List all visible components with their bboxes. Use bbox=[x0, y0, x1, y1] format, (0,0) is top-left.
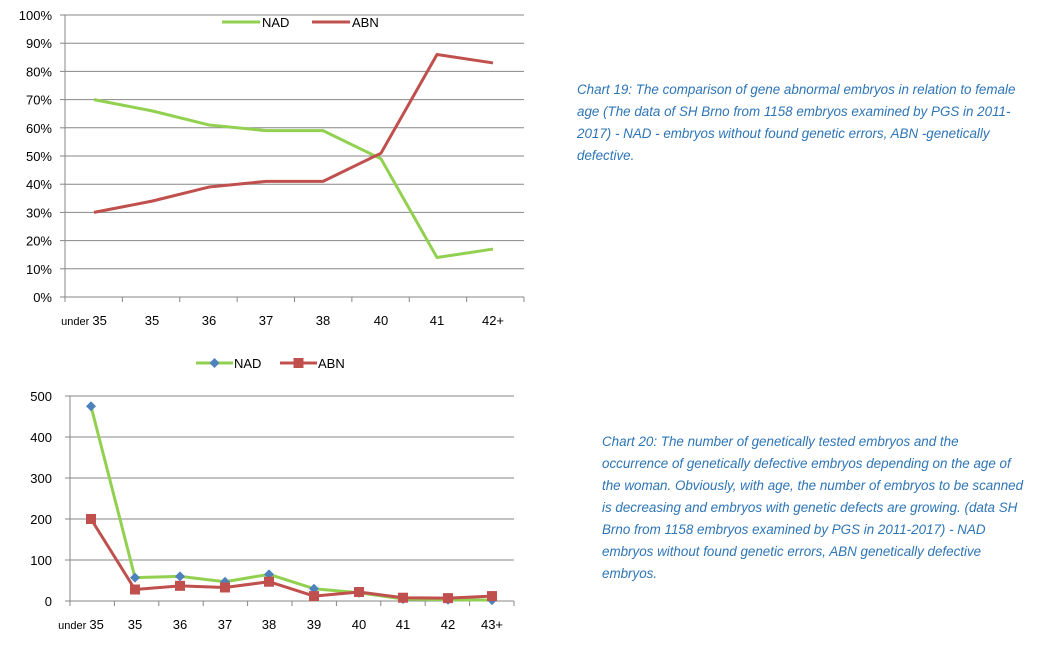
x-tick-label: 36 bbox=[173, 617, 187, 632]
x-tick-label: 36 bbox=[202, 313, 216, 328]
y-tick-label: 0% bbox=[33, 290, 52, 305]
data-point-nad bbox=[175, 571, 185, 582]
x-tick-label: 38 bbox=[262, 617, 276, 632]
x-tick-label: 40 bbox=[352, 617, 366, 632]
data-point-abn bbox=[175, 580, 185, 591]
x-tick-label: 40 bbox=[374, 313, 388, 328]
y-tick-label: 100% bbox=[19, 8, 53, 23]
legend-label-nad: NAD bbox=[262, 15, 289, 30]
chart-1: 0% 10% 20% 30% 40% 50% 60% 70% 80% 90% 100% under 3… bbox=[19, 8, 525, 328]
data-point-abn bbox=[487, 591, 497, 602]
data-point-abn bbox=[309, 591, 319, 602]
legend-label-abn: ABN bbox=[318, 356, 345, 371]
y-tick-label: 40% bbox=[26, 177, 52, 192]
series-line-abn bbox=[89, 518, 493, 600]
legend-label-nad: NAD bbox=[234, 356, 261, 371]
y-tick-label: 60% bbox=[26, 121, 52, 136]
x-tick-label: 38 bbox=[316, 313, 330, 328]
x-tick-label: under 35 bbox=[61, 313, 107, 328]
data-point-abn bbox=[264, 576, 274, 587]
x-tick-label: under 35 bbox=[58, 617, 104, 632]
y-tick-label: 90% bbox=[26, 36, 52, 51]
x-tick-label: 39 bbox=[307, 617, 321, 632]
x-tick-label: 35 bbox=[128, 617, 142, 632]
chart-2: 0 100 200 300 400 500 under 35 35 36 37 38 39 40 41 42… bbox=[30, 356, 515, 632]
data-point-abn bbox=[354, 586, 364, 597]
y-tick-label: 20% bbox=[26, 234, 52, 249]
x-tick-label: 42 bbox=[441, 617, 455, 632]
x-tick-label: 37 bbox=[259, 313, 273, 328]
y-tick-label: 70% bbox=[26, 93, 52, 108]
data-point-nad bbox=[130, 572, 140, 583]
chart-20-caption: Chart 20: The number of genetically test… bbox=[602, 434, 1024, 581]
chart-19-caption: Chart 19: The comparison of gene abnorma… bbox=[577, 82, 1016, 163]
x-tick-label: 37 bbox=[218, 617, 232, 632]
x-tick-label: 35 bbox=[145, 313, 159, 328]
legend-marker-nad bbox=[209, 358, 220, 368]
legend-marker-abn bbox=[293, 358, 304, 368]
series-line-nad bbox=[93, 98, 494, 260]
y-tick-label: 200 bbox=[30, 512, 52, 527]
y-tick-label: 400 bbox=[30, 430, 52, 445]
data-point-abn bbox=[130, 584, 140, 595]
data-point-abn bbox=[86, 514, 96, 524]
y-tick-label: 10% bbox=[26, 262, 52, 277]
y-tick-label: 0 bbox=[45, 594, 52, 609]
x-tick-label: 42+ bbox=[482, 313, 504, 328]
y-tick-label: 100 bbox=[30, 553, 52, 568]
series-line-abn bbox=[93, 52, 494, 214]
data-point-abn bbox=[443, 593, 453, 604]
x-tick-label: 41 bbox=[430, 313, 444, 328]
data-point-abn bbox=[220, 582, 230, 593]
x-tick-label: 41 bbox=[396, 617, 410, 632]
y-tick-label: 80% bbox=[26, 64, 52, 79]
y-tick-label: 300 bbox=[30, 471, 52, 486]
y-tick-label: 50% bbox=[26, 149, 52, 164]
x-tick-label: 43+ bbox=[481, 617, 503, 632]
y-tick-label: 30% bbox=[26, 205, 52, 220]
legend-label-abn: ABN bbox=[352, 15, 379, 30]
data-point-abn bbox=[398, 592, 408, 603]
data-point-nad bbox=[86, 401, 96, 412]
y-tick-label: 500 bbox=[30, 389, 52, 404]
series-line-nad bbox=[89, 405, 493, 602]
